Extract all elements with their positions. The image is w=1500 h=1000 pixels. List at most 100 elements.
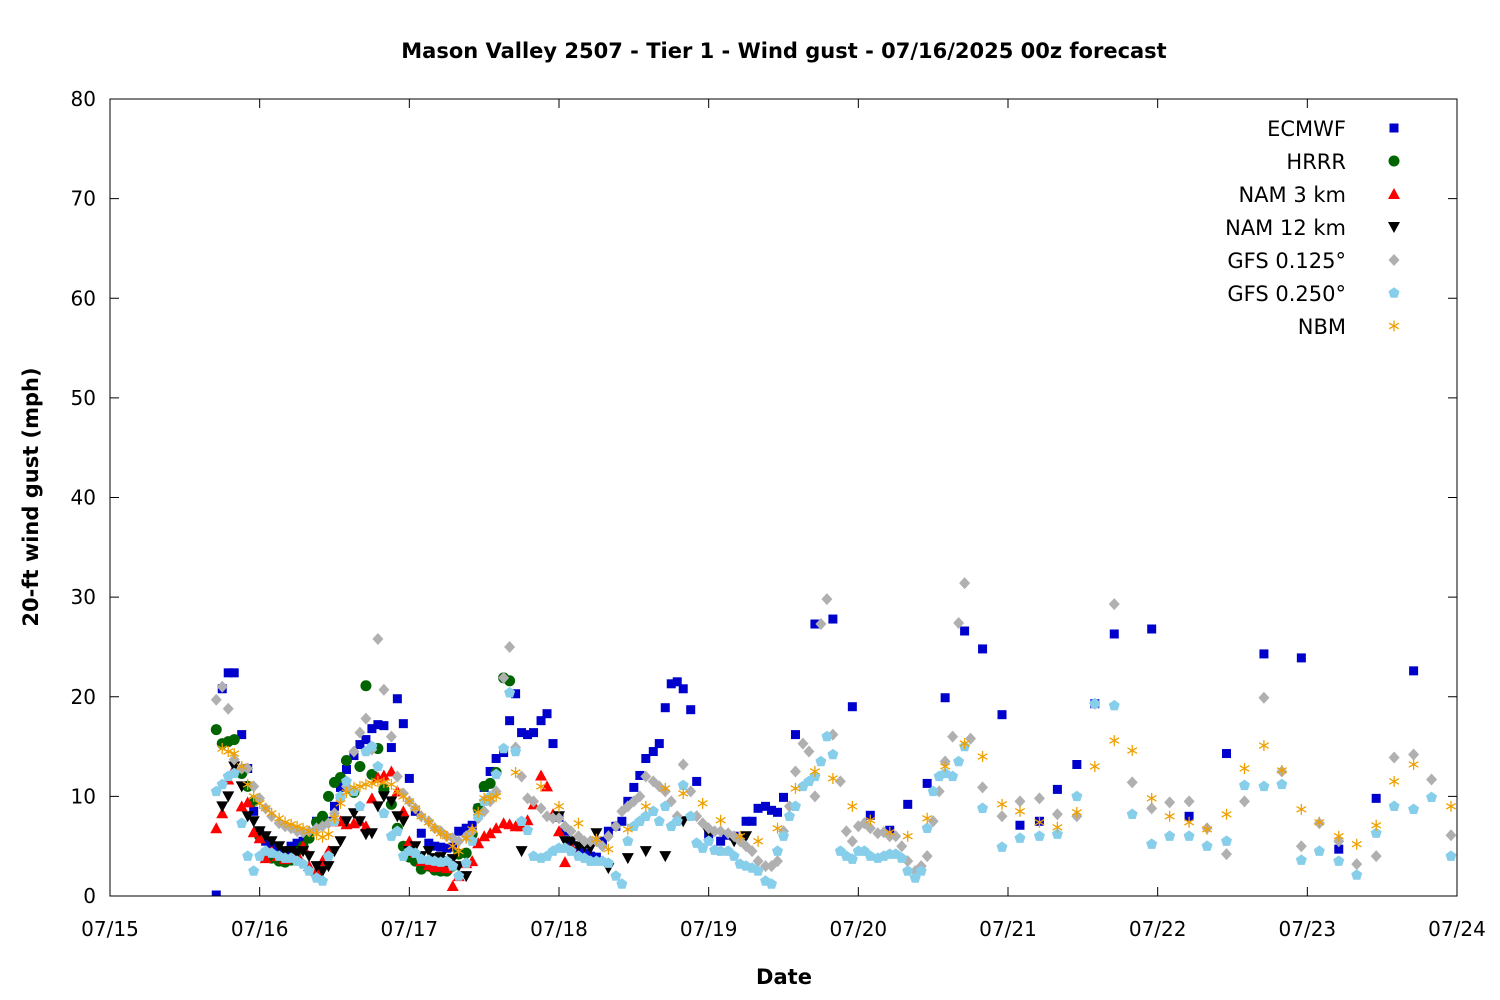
data-point (317, 875, 329, 886)
data-point (265, 836, 278, 848)
y-tick-label: 60 (71, 286, 96, 310)
data-point (659, 851, 672, 863)
data-point (416, 828, 426, 838)
data-point (216, 807, 229, 819)
data-point (286, 818, 297, 830)
legend-label: ECMWF (1267, 117, 1346, 141)
data-point (828, 614, 838, 624)
data-point (210, 693, 222, 706)
data-point (340, 775, 352, 787)
data-point (254, 797, 265, 809)
data-point (884, 826, 895, 838)
data-point (228, 734, 240, 746)
data-point (441, 830, 452, 842)
data-point (640, 800, 651, 812)
data-point (422, 846, 435, 858)
data-point (216, 801, 229, 813)
data-point (840, 825, 852, 838)
data-point (697, 797, 708, 809)
data-point (329, 812, 340, 824)
data-point (639, 846, 652, 858)
data-point (1146, 802, 1158, 815)
data-point (1371, 819, 1382, 831)
data-point (558, 856, 571, 868)
data-point (1052, 821, 1063, 833)
data-point (752, 835, 764, 847)
data-point (716, 836, 726, 846)
data-point (360, 778, 372, 790)
data-point (404, 773, 414, 783)
data-point (821, 593, 833, 606)
data-point (766, 878, 778, 889)
data-point (354, 726, 366, 739)
data-point (297, 846, 310, 858)
data-point (1426, 791, 1438, 803)
data-point (1408, 748, 1420, 761)
data-point (1164, 830, 1176, 841)
data-point (715, 845, 727, 856)
data-point (522, 824, 534, 835)
data-point (334, 790, 346, 802)
data-point (473, 806, 484, 818)
data-point (335, 782, 345, 792)
data-point (498, 742, 510, 754)
data-point (622, 823, 633, 835)
data-point (348, 781, 360, 793)
x-tick-label: 07/23 (1279, 917, 1337, 941)
data-point (372, 632, 384, 645)
data-point (485, 792, 496, 804)
plot-frame (109, 98, 1458, 897)
data-point (229, 748, 240, 760)
data-point (686, 705, 696, 715)
data-point (535, 802, 547, 815)
data-point (953, 755, 965, 767)
data-point (237, 730, 247, 740)
data-point (1033, 830, 1045, 841)
data-point (223, 668, 233, 678)
y-tick-label: 70 (71, 187, 96, 211)
data-point (1259, 649, 1269, 659)
y-tick-label: 20 (71, 685, 96, 709)
data-point (303, 832, 315, 844)
data-point (386, 743, 396, 753)
data-point (1426, 773, 1438, 786)
data-point (610, 870, 622, 881)
data-point (747, 816, 757, 826)
data-point (772, 855, 784, 868)
data-point (564, 836, 577, 848)
data-point (746, 845, 758, 858)
data-point (715, 825, 727, 838)
data-point (1014, 795, 1026, 808)
data-point (510, 745, 522, 757)
y-axis-ticks: 0 10 20 30 40 50 60 70 80 (71, 87, 1457, 908)
x-axis-label: Date (756, 965, 812, 989)
data-point (273, 841, 286, 853)
data-point (355, 740, 365, 750)
data-point (378, 807, 390, 818)
data-point (348, 745, 360, 758)
data-point (1408, 803, 1420, 815)
data-point (446, 854, 459, 866)
y-axis-label: 20-ft wind gust (mph) (19, 367, 43, 626)
data-point (1333, 830, 1344, 842)
data-point (591, 833, 602, 845)
data-point (460, 857, 472, 868)
x-tick-label: 07/17 (381, 917, 439, 941)
data-point (653, 815, 665, 826)
data-point (846, 835, 858, 848)
data-point (1351, 838, 1362, 850)
data-point (635, 770, 645, 780)
data-point (947, 730, 959, 743)
x-tick-label: 07/24 (1428, 917, 1486, 941)
data-point (235, 800, 248, 812)
data-point (372, 775, 383, 787)
data-point (453, 845, 464, 857)
data-point (1109, 735, 1120, 747)
data-point (1034, 816, 1045, 828)
data-point (291, 820, 303, 832)
data-point (741, 816, 751, 826)
data-point (1370, 827, 1382, 838)
data-point (292, 838, 302, 848)
data-point (447, 840, 458, 852)
data-point (915, 865, 927, 876)
